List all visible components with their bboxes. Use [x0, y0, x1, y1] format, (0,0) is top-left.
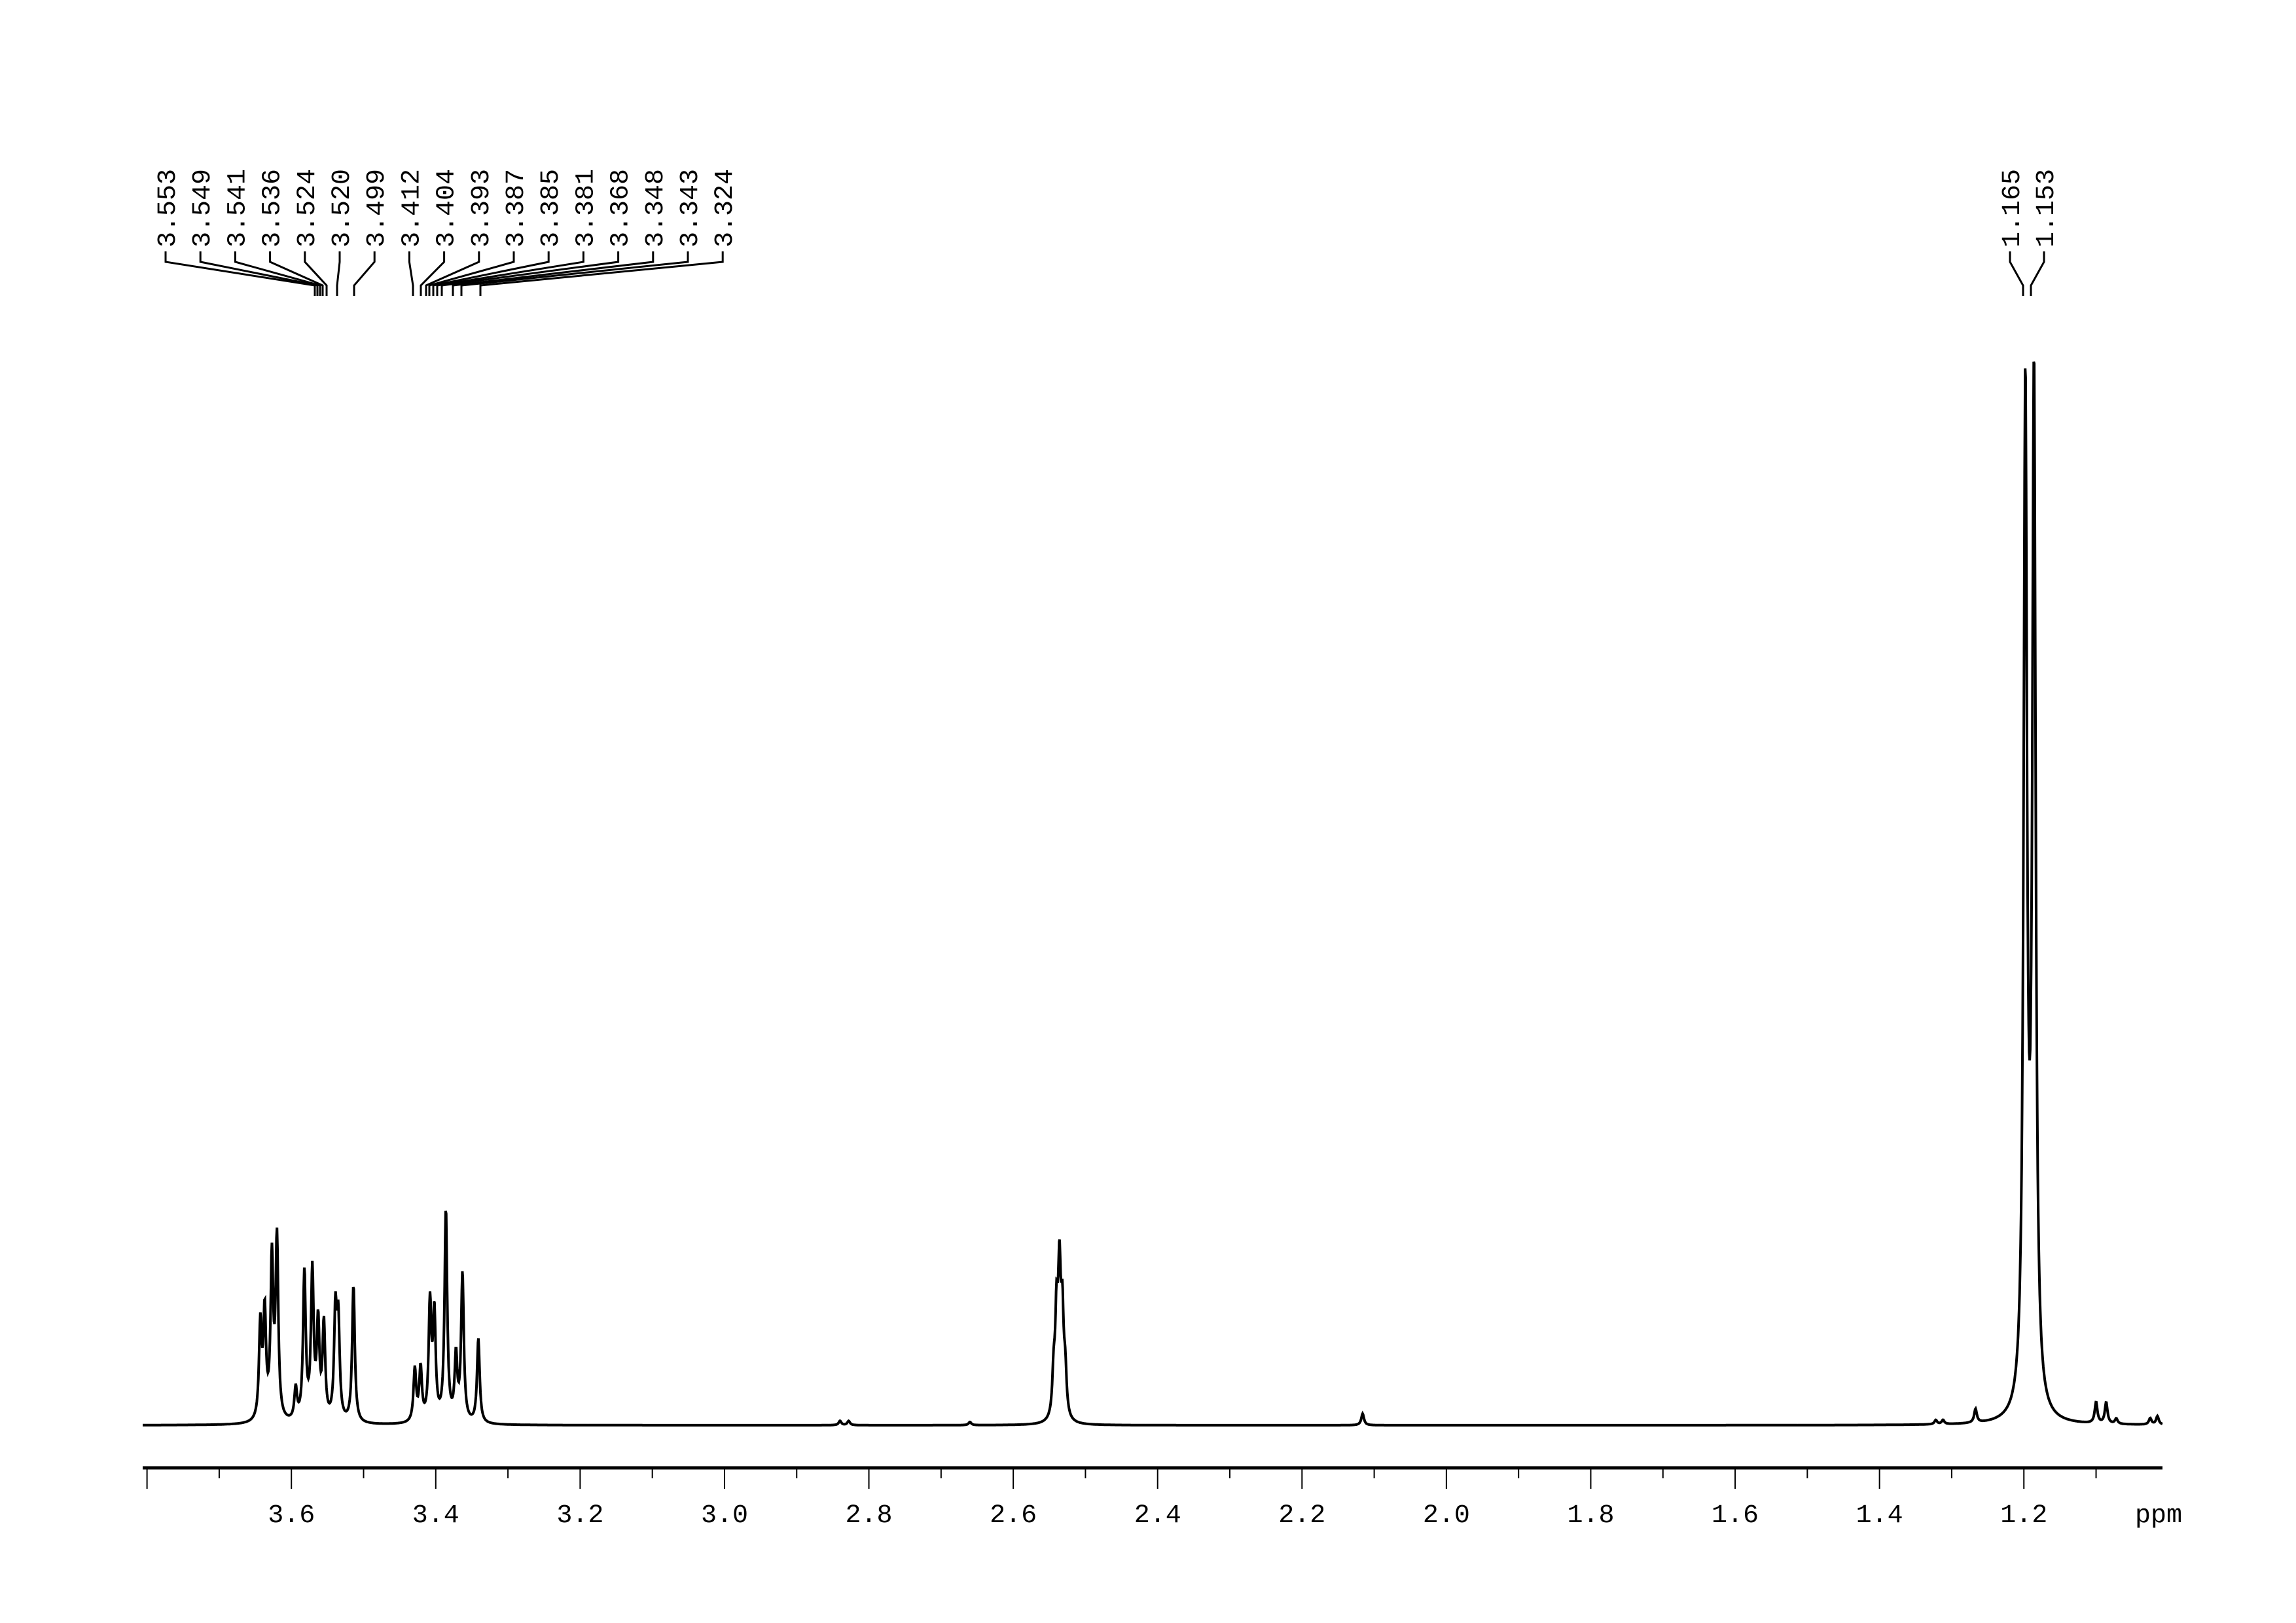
peak-label-leader	[440, 251, 620, 296]
peak-label-leader	[304, 251, 328, 296]
peak-label: 3.385	[537, 169, 566, 247]
peak-label-leader	[2030, 251, 2045, 296]
peak-label-leader	[164, 251, 316, 296]
peak-label: 3.520	[328, 169, 357, 247]
peak-label: 3.348	[641, 169, 671, 247]
peak-label: 3.393	[467, 169, 497, 247]
peak-label-leader	[408, 251, 414, 296]
x-tick-label: 1.6	[1712, 1501, 1759, 1531]
peak-label-leader	[336, 251, 341, 296]
peak-label: 3.324	[711, 169, 740, 247]
x-tick-label: 2.2	[1278, 1501, 1325, 1531]
x-tick-label: 1.2	[2000, 1501, 2047, 1531]
peak-label: 3.499	[363, 169, 392, 247]
peak-label-leader	[432, 251, 550, 296]
x-tick-label: 3.0	[701, 1501, 748, 1531]
peak-label: 1.153	[2032, 169, 2062, 247]
x-tick-label: 3.4	[412, 1501, 459, 1531]
peak-labels: 3.553 3.549 3.541 3.536 3.524 3.520 3.499 3.412…	[154, 169, 2062, 296]
peak-label-leader	[460, 251, 689, 296]
x-tick-label: 1.8	[1567, 1501, 1614, 1531]
x-tick-label: 2.8	[846, 1501, 893, 1531]
peak-label: 3.343	[676, 169, 706, 247]
peak-label: 3.536	[259, 169, 288, 247]
peak-label: 1.165	[1998, 169, 2028, 247]
peak-label-leader	[2009, 251, 2024, 296]
peak-label-leader	[479, 251, 724, 296]
x-tick-label: 3.6	[268, 1501, 315, 1531]
x-tick-label: 2.4	[1134, 1501, 1181, 1531]
peak-label-leader	[353, 251, 376, 296]
x-tick-label: 2.0	[1423, 1501, 1470, 1531]
peak-label-leader	[269, 251, 324, 296]
peak-label-leader	[420, 251, 446, 296]
peak-label: 3.541	[223, 169, 253, 247]
peak-label: 3.549	[188, 169, 218, 247]
x-tick-label: 1.4	[1856, 1501, 1903, 1531]
peak-label: 3.412	[397, 169, 427, 247]
peak-label-leader	[199, 251, 319, 296]
x-axis: 3.6 3.4 3.2 3.0 2.8 2.6 2.4 2.2 2.0 1.8 1.6 1.4 1.2	[143, 1466, 2162, 1531]
peak-label: 3.381	[571, 169, 601, 247]
peak-label: 3.553	[154, 169, 183, 247]
peak-label: 3.524	[293, 169, 323, 247]
peak-label-leader	[436, 251, 584, 296]
spectrum-line	[143, 361, 2163, 1427]
peak-label-leader	[452, 251, 655, 296]
peak-label-leader	[234, 251, 321, 296]
peak-label: 3.368	[607, 169, 636, 247]
x-axis-label: ppm	[2135, 1501, 2182, 1531]
peak-label: 3.387	[502, 169, 531, 247]
x-tick-label: 3.2	[556, 1501, 603, 1531]
peak-label-leader	[425, 251, 480, 296]
x-tick-label: 2.6	[990, 1501, 1037, 1531]
peak-label: 3.404	[433, 169, 462, 247]
peak-label-leader	[428, 251, 515, 296]
